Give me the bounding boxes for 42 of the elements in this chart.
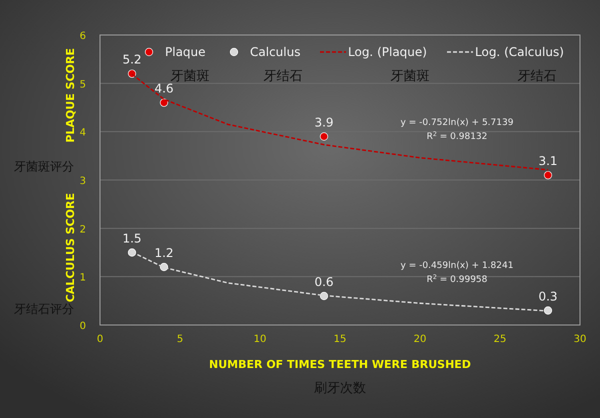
data-label: 0.6 (314, 275, 334, 289)
data-label: 4.6 (154, 82, 174, 96)
data-label: 0.3 (538, 290, 558, 304)
annotation: R$^{2}$ = 0.99958 (426, 274, 488, 285)
y-tick-label: 6 (80, 31, 86, 42)
annotation: R$^{2}$ = 0.98132 (426, 130, 488, 142)
point (544, 171, 552, 180)
y-tick-label: 0 (80, 321, 86, 332)
point (160, 98, 168, 107)
y-tick-label: 2 (80, 224, 86, 236)
y-tick-label: 4 (80, 128, 86, 139)
x-tick-label: 25 (494, 334, 506, 345)
x-tick-label: 15 (334, 334, 346, 345)
data-label: 5.2 (122, 52, 142, 67)
annotation: y = -0.752ln(x) + 5.7139 (400, 118, 514, 128)
data-label: 1.2 (154, 246, 174, 260)
x-tick-label: 0 (96, 334, 104, 345)
y-tick-label: 5 (80, 79, 86, 90)
y-tick-label: 3 (80, 176, 86, 187)
annotation: 牙结石 (518, 69, 556, 84)
x-tick-label: 10 (254, 334, 266, 345)
point (544, 306, 552, 315)
legend-label: Log. (Calculus) (475, 45, 564, 59)
annotation: 牙结石 (264, 69, 302, 84)
x-tick-label: 30 (574, 334, 586, 345)
y-axis-title: PLAQUE SCORE (64, 48, 77, 143)
legend-label: Log. (Plaque) (348, 45, 427, 59)
x-axis-title: NUMBER OF TIMES TEETH WERE BRUSHED (209, 358, 471, 371)
data-label: 1.5 (122, 232, 142, 246)
annotation: 牙菌斑 (170, 69, 210, 84)
data-label: 3.9 (314, 116, 334, 130)
y-tick-label: 1 (80, 272, 86, 284)
x-tick-label: 5 (176, 334, 184, 345)
point (128, 70, 136, 78)
text: CALCULUS SCORE (64, 193, 77, 302)
annotation: y = -0.459ln(x) + 1.8241 (400, 261, 514, 271)
legend-label: Calculus (250, 45, 300, 59)
annotation: 牙菌斑 (390, 69, 430, 84)
legend-label: Plaque (165, 45, 206, 59)
x-tick-label: 20 (414, 334, 426, 345)
data-label: 3.1 (538, 154, 558, 168)
point (320, 132, 328, 141)
